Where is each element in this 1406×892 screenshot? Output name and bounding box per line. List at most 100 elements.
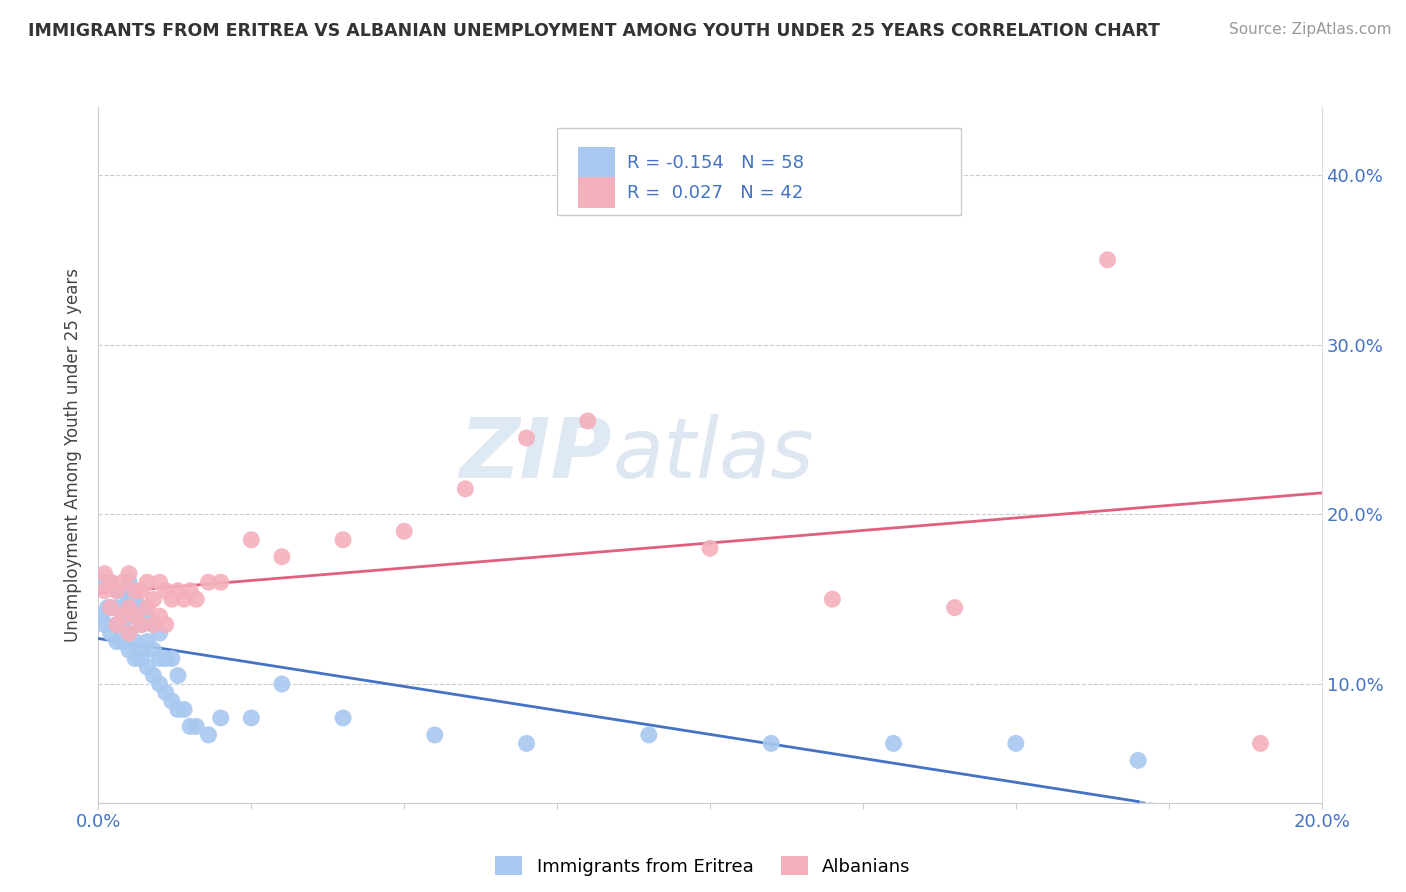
Point <box>124 592 146 607</box>
Point <box>97 600 120 615</box>
Point <box>105 583 128 598</box>
Point <box>149 609 172 624</box>
Point <box>883 736 905 750</box>
Point <box>118 609 141 624</box>
Point <box>197 728 219 742</box>
Point <box>129 651 152 665</box>
Point <box>155 617 177 632</box>
Point <box>100 600 122 615</box>
Point <box>197 575 219 590</box>
Text: IMMIGRANTS FROM ERITREA VS ALBANIAN UNEMPLOYMENT AMONG YOUTH UNDER 25 YEARS CORR: IMMIGRANTS FROM ERITREA VS ALBANIAN UNEM… <box>28 22 1160 40</box>
Text: atlas: atlas <box>612 415 814 495</box>
Point <box>454 482 477 496</box>
Point <box>759 736 782 750</box>
Point <box>1249 736 1271 750</box>
Point <box>270 677 292 691</box>
Point <box>149 677 172 691</box>
Point <box>1097 252 1119 267</box>
Point <box>209 711 232 725</box>
Point <box>637 728 661 742</box>
Point <box>423 728 446 742</box>
Point <box>100 575 122 590</box>
Text: R =  0.027   N = 42: R = 0.027 N = 42 <box>627 184 803 202</box>
Text: Source: ZipAtlas.com: Source: ZipAtlas.com <box>1229 22 1392 37</box>
Point <box>186 719 208 733</box>
Y-axis label: Unemployment Among Youth under 25 years: Unemployment Among Youth under 25 years <box>65 268 83 642</box>
Point <box>136 575 159 590</box>
Point <box>111 609 134 624</box>
Point <box>160 694 183 708</box>
Point <box>93 566 115 581</box>
Point <box>129 643 152 657</box>
Point <box>179 583 201 598</box>
Point <box>129 617 152 632</box>
Point <box>142 617 165 632</box>
Point <box>155 651 177 665</box>
Point <box>270 549 292 564</box>
Point <box>118 643 141 657</box>
Point <box>142 617 165 632</box>
Point <box>129 600 152 615</box>
Point <box>136 660 159 674</box>
Point <box>821 592 844 607</box>
Point <box>111 617 134 632</box>
Point <box>105 617 128 632</box>
Text: R = -0.154   N = 58: R = -0.154 N = 58 <box>627 153 804 171</box>
Point <box>105 634 128 648</box>
Point <box>105 600 128 615</box>
Point <box>167 668 190 682</box>
Point <box>93 617 115 632</box>
Point <box>160 592 183 607</box>
FancyBboxPatch shape <box>578 177 614 208</box>
Point <box>111 583 134 598</box>
Point <box>100 626 122 640</box>
Point <box>136 609 159 624</box>
Point <box>149 575 172 590</box>
Point <box>124 609 146 624</box>
Point <box>105 583 128 598</box>
Point <box>516 736 538 750</box>
Point <box>118 592 141 607</box>
Point <box>155 583 177 598</box>
Point <box>149 651 172 665</box>
Point <box>136 600 159 615</box>
Point <box>124 634 146 648</box>
Point <box>118 626 141 640</box>
Point <box>943 600 966 615</box>
Point <box>111 575 134 590</box>
Point <box>100 600 122 615</box>
Point <box>136 634 159 648</box>
Point <box>142 668 165 682</box>
Point <box>129 583 152 598</box>
Point <box>155 685 177 699</box>
Point <box>240 533 263 547</box>
Point <box>576 414 599 428</box>
Point <box>118 566 141 581</box>
Point <box>516 431 538 445</box>
Point <box>699 541 721 556</box>
Point <box>111 634 134 648</box>
Point <box>118 626 141 640</box>
Point <box>105 617 128 632</box>
Point <box>93 583 115 598</box>
Point <box>118 575 141 590</box>
Point <box>173 702 195 716</box>
Point <box>392 524 416 539</box>
Point <box>160 651 183 665</box>
Point <box>332 711 354 725</box>
Point <box>142 643 165 657</box>
Point <box>167 583 190 598</box>
Point <box>129 617 152 632</box>
FancyBboxPatch shape <box>557 128 960 215</box>
FancyBboxPatch shape <box>578 147 614 178</box>
Point <box>186 592 208 607</box>
Point <box>149 626 172 640</box>
Point <box>124 651 146 665</box>
Point <box>142 592 165 607</box>
Point <box>124 583 146 598</box>
Point <box>179 719 201 733</box>
Point <box>93 575 115 590</box>
Point <box>124 609 146 624</box>
Point <box>209 575 232 590</box>
Point <box>111 600 134 615</box>
